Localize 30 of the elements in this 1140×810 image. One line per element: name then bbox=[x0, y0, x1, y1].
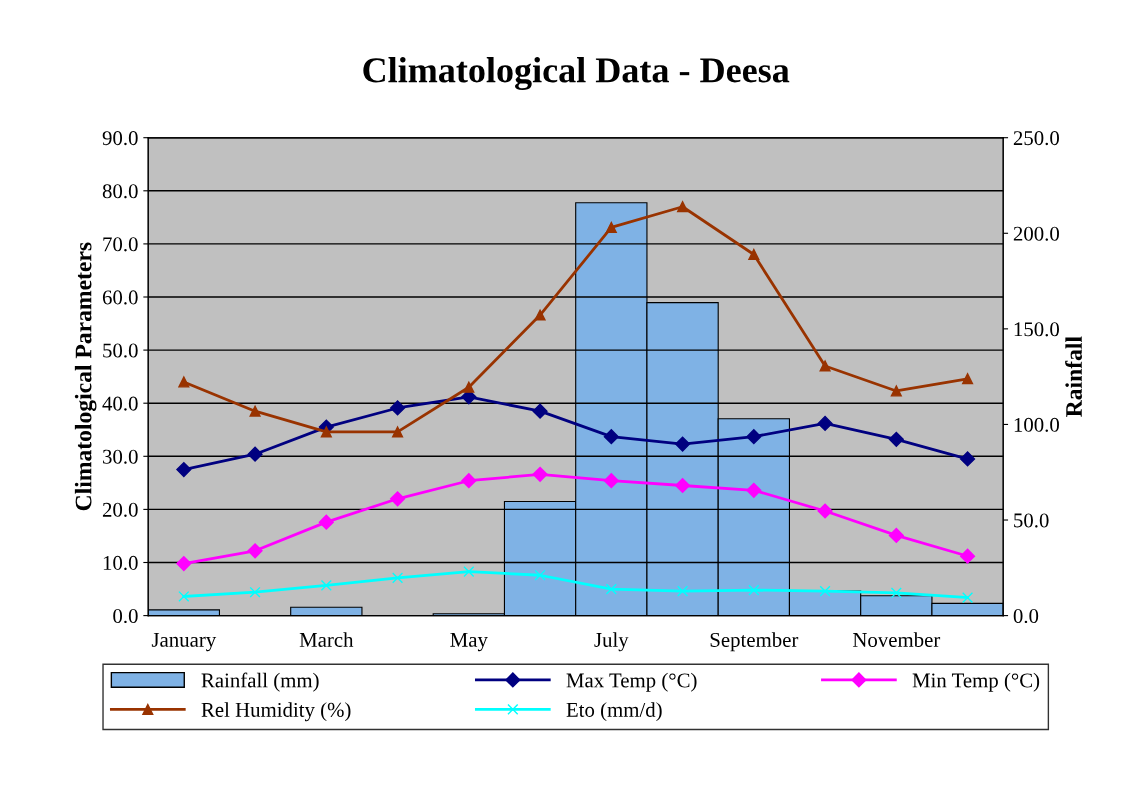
legend-label: Rel Humidity (%) bbox=[201, 702, 351, 722]
y2-axis-title: Rainfall bbox=[1065, 336, 1082, 417]
y-tick-label: 30.0 bbox=[103, 449, 138, 464]
y-tick-label: 10.0 bbox=[103, 555, 138, 571]
x-tick-label: July bbox=[594, 632, 629, 652]
y-tick-label: 0.0 bbox=[113, 608, 138, 624]
y-tick-label: 70.0 bbox=[103, 237, 138, 252]
x-tick-label: September bbox=[710, 632, 799, 652]
y2-tick-label: 100.0 bbox=[1014, 417, 1059, 432]
y-tick-label: 80.0 bbox=[102, 184, 138, 199]
x-tick-label: May bbox=[450, 633, 488, 652]
legend-label: Rainfall (mm) bbox=[201, 672, 319, 692]
y-tick-label: 60.0 bbox=[102, 290, 138, 305]
y-axis-title: Climatological Parameters bbox=[74, 242, 97, 511]
y2-tick-label: 150.0 bbox=[1014, 322, 1059, 337]
y-tick-label: 50.0 bbox=[103, 343, 138, 358]
x-tick-label: November bbox=[852, 632, 941, 647]
y2-tick-label: 250.0 bbox=[1013, 131, 1059, 146]
y-tick-label: 90.0 bbox=[102, 131, 138, 146]
y2-tick-label: 0.0 bbox=[1013, 608, 1039, 624]
y-tick-label: 40.0 bbox=[102, 396, 138, 411]
legend-label: Eto (mm/d) bbox=[566, 702, 662, 722]
legend-label: Min Temp (°C) bbox=[912, 672, 1040, 692]
y-tick-label: 20.0 bbox=[102, 502, 138, 517]
x-tick-label: January bbox=[151, 633, 217, 652]
y2-tick-label: 200.0 bbox=[1013, 226, 1059, 241]
legend-label: Max Temp (°C) bbox=[566, 672, 697, 692]
chart-title: Climatological Data - Deesa bbox=[363, 57, 790, 91]
x-tick-label: March bbox=[299, 632, 354, 647]
y2-tick-label: 50.0 bbox=[1014, 513, 1049, 528]
